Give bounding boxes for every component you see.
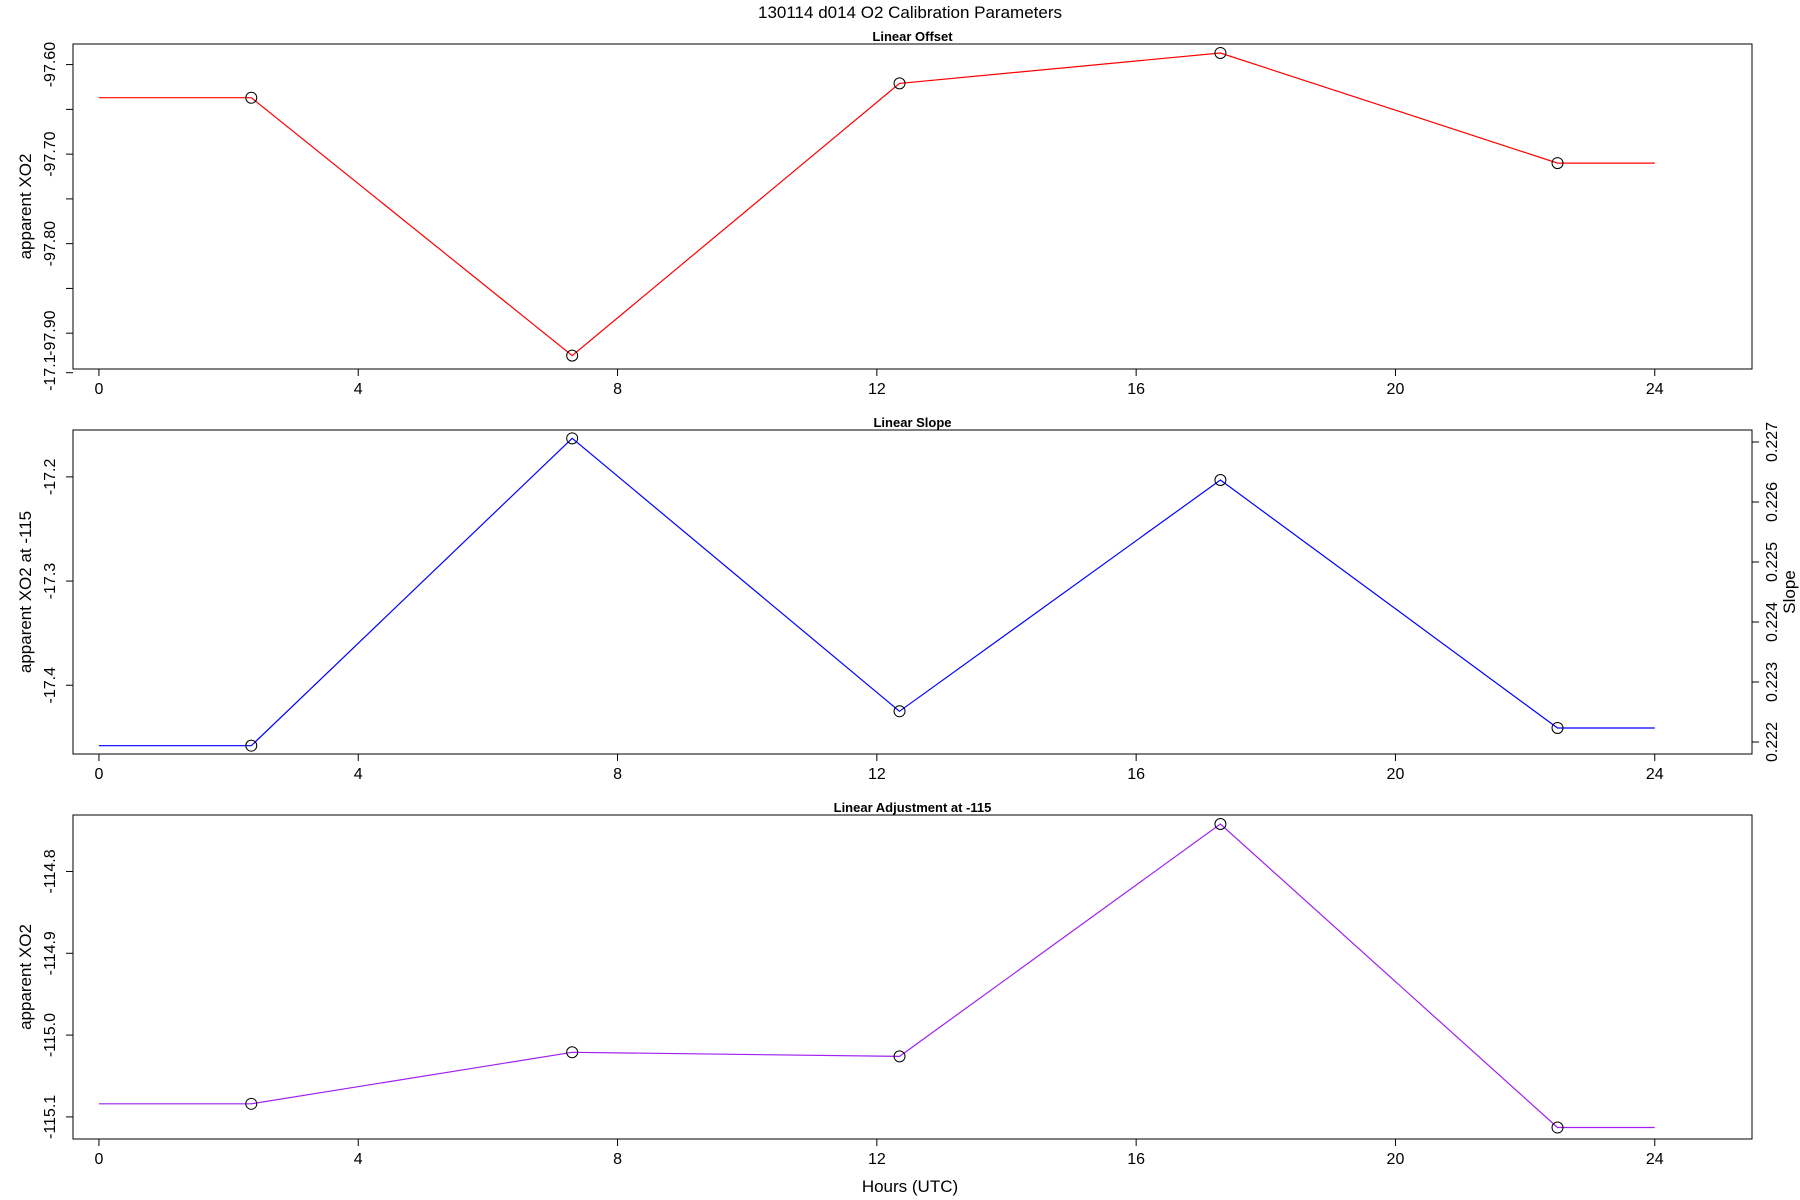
x-tick-label: 4	[354, 1151, 363, 1168]
y-tick-label: -17.1	[42, 354, 59, 391]
panel-3: Linear Adjustment at -115 0 4 8 12 16 20 24 -114…	[16, 800, 1753, 1168]
data-point	[1214, 46, 1227, 59]
x-tick-label: 8	[613, 1151, 622, 1168]
plot-frame	[72, 814, 1753, 1140]
y-tick-label: -114.9	[42, 931, 59, 975]
y-tick-label: -97.70	[42, 131, 59, 176]
series-line	[98, 437, 1655, 747]
y-tick-label: -97.60	[42, 42, 59, 87]
y-tick-label: -17.4	[42, 667, 59, 704]
y-tick-label: -114.8	[42, 849, 59, 893]
y2-tick-label: 0.225	[1764, 542, 1781, 582]
series-line	[98, 52, 1655, 357]
y-axis-title: apparent XO2 at -115	[16, 511, 35, 673]
panel-title: Linear Offset	[872, 29, 953, 44]
y-axis-title: apparent XO2	[16, 154, 35, 260]
data-point	[566, 1046, 579, 1059]
series-line	[98, 823, 1655, 1129]
y-tick-label: -97.90	[42, 310, 59, 355]
panel-title: Linear Adjustment at -115	[834, 800, 992, 815]
y-tick-label: -115.0	[42, 1013, 59, 1057]
data-point	[245, 1097, 258, 1110]
y-tick-label: -115.1	[42, 1095, 59, 1139]
panels: Linear Offset 0 4 8 12 16 20 24 -97.60 -97.70 -97.…	[16, 29, 1799, 1168]
main-title: 130114 d014 O2 Calibration Parameters	[758, 3, 1062, 22]
x-tick-label: 12	[868, 381, 886, 398]
x-tick-label: 4	[354, 381, 363, 398]
y-tick-label: -17.3	[42, 563, 59, 600]
x-tick-label: 0	[94, 1151, 103, 1168]
x-tick-label: 20	[1387, 1151, 1405, 1168]
x-tick-label: 20	[1387, 381, 1405, 398]
panel-2: Linear Slope 0 4 8 12 16 20 24 -17.1 -17.2 -17.3 -1…	[16, 354, 1799, 783]
data-point	[893, 1050, 906, 1063]
x-tick-label: 8	[613, 766, 622, 783]
x-tick-label: 4	[354, 766, 363, 783]
y-tick-label: -17.2	[42, 459, 59, 496]
data-point	[1551, 1121, 1564, 1134]
y-axis-title: apparent XO2	[16, 924, 35, 1030]
x-tick-label: 24	[1646, 381, 1664, 398]
data-point	[1551, 721, 1564, 734]
x-tick-label: 0	[94, 766, 103, 783]
panel-1: Linear Offset 0 4 8 12 16 20 24 -97.60 -97.70 -97.…	[16, 29, 1753, 398]
x-tick-label: 24	[1646, 766, 1664, 783]
data-point	[566, 349, 579, 362]
data-point	[1551, 157, 1564, 170]
data-point	[893, 705, 906, 718]
x-tick-label: 0	[94, 381, 103, 398]
y2-axis-title: Slope	[1780, 570, 1799, 613]
data-point	[566, 432, 579, 445]
x-tick-label: 16	[1127, 1151, 1145, 1168]
y2-tick-label: 0.224	[1764, 602, 1781, 642]
x-tick-label: 8	[613, 381, 622, 398]
x-tick-label: 16	[1127, 766, 1145, 783]
data-point	[1214, 474, 1227, 487]
data-point	[893, 77, 906, 90]
data-point	[245, 91, 258, 104]
y2-tick-label: 0.226	[1764, 482, 1781, 522]
y2-tick-label: 0.223	[1764, 662, 1781, 702]
x-axis-title: Hours (UTC)	[862, 1177, 958, 1196]
x-tick-label: 20	[1387, 766, 1405, 783]
plot-frame	[72, 43, 1753, 370]
x-tick-label: 16	[1127, 381, 1145, 398]
x-tick-label: 12	[868, 1151, 886, 1168]
y-tick-label: -97.80	[42, 221, 59, 266]
panel-title: Linear Slope	[873, 415, 951, 430]
y2-tick-label: 0.222	[1764, 722, 1781, 762]
data-point	[245, 739, 258, 752]
x-tick-label: 24	[1646, 1151, 1664, 1168]
x-tick-label: 12	[868, 766, 886, 783]
data-point	[1214, 818, 1227, 830]
plot-frame	[72, 429, 1753, 755]
y2-tick-label: 0.227	[1764, 422, 1781, 462]
